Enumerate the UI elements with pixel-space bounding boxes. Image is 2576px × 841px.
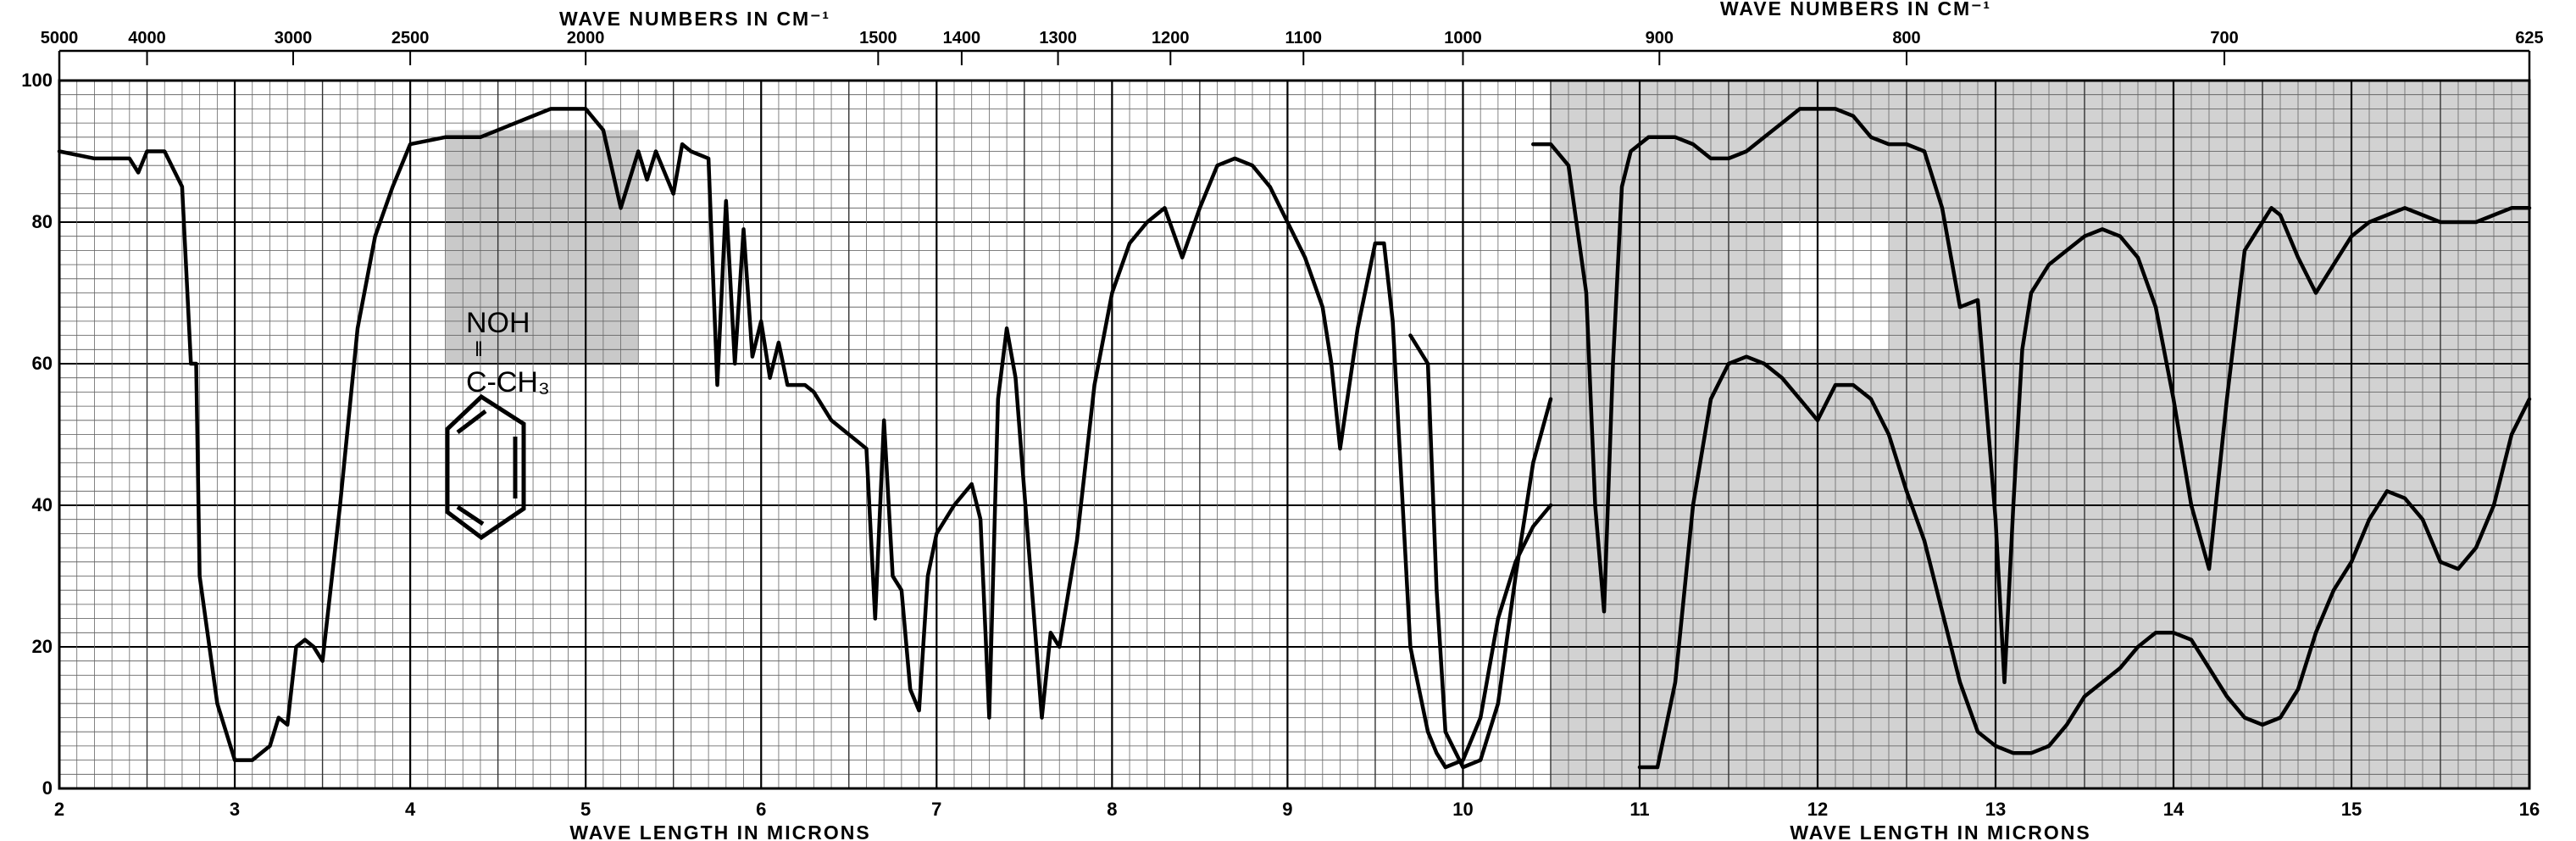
compound-formula-line2: ‖ <box>475 338 483 361</box>
top-tick-label: 1400 <box>943 29 981 47</box>
top-axis-title-right: WAVE NUMBERS IN CM⁻¹ <box>1720 0 1991 19</box>
x-tick-label: 5 <box>580 799 591 820</box>
compound-formula-line3: C-CH₃ <box>466 366 550 398</box>
top-tick-label: 700 <box>2210 29 2238 47</box>
top-tick-label: 1200 <box>1152 29 1190 47</box>
benzene-ring-icon <box>445 393 526 541</box>
shade-region <box>445 130 639 364</box>
x-tick-label: 13 <box>1985 799 2006 820</box>
series-line <box>1531 107 2532 685</box>
series-group <box>57 107 2532 770</box>
tick-labels: 2 3 4 5 6 7 8 9 10 11 12 13 14 15 16 0 20 40 60 80 100 5000 40… <box>21 29 2543 820</box>
top-tick-label: 1300 <box>1039 29 1077 47</box>
x-tick-label: 11 <box>1629 799 1649 820</box>
top-tick-label: 4000 <box>128 29 166 47</box>
x-tick-label: 7 <box>931 799 941 820</box>
top-axis-title-left: WAVE NUMBERS IN CM⁻¹ <box>559 8 830 30</box>
y-tick-label: 40 <box>32 494 53 515</box>
x-tick-label: 9 <box>1282 799 1292 820</box>
benzene-double-bond-c <box>456 504 485 526</box>
compound-formula-line1: NOH <box>466 307 530 339</box>
top-tick-label: 2500 <box>391 29 430 47</box>
x-tick-label: 2 <box>54 799 64 820</box>
y-tick-label: 80 <box>32 211 53 232</box>
bottom-axis-title-left: WAVE LENGTH IN MICRONS <box>569 822 870 841</box>
top-tick-label: 625 <box>2515 29 2543 47</box>
y-tick-label: 0 <box>42 777 53 799</box>
top-tick-label: 800 <box>1892 29 1920 47</box>
top-tick-label: 1500 <box>859 29 897 47</box>
series-line <box>57 107 1553 770</box>
top-tick-label: 2000 <box>567 29 605 47</box>
series-line <box>1408 333 1553 770</box>
bottom-axis-title-right: WAVE LENGTH IN MICRONS <box>1790 822 2090 841</box>
series-line <box>1637 354 2532 770</box>
plot-border <box>58 79 2531 790</box>
top-tick-label: 3000 <box>275 29 313 47</box>
compound-structure: NOH ‖ C-CH₃ <box>445 307 550 541</box>
x-tick-label: 16 <box>2519 799 2540 820</box>
y-tick-label: 100 <box>21 70 53 91</box>
x-tick-label: 12 <box>1807 799 1828 820</box>
y-tick-label: 20 <box>32 636 53 657</box>
top-tick-label: 1100 <box>1285 29 1322 47</box>
x-tick-label: 6 <box>756 799 766 820</box>
x-tick-label: 3 <box>230 799 240 820</box>
x-tick-label: 14 <box>2163 799 2185 820</box>
x-tick-label: 10 <box>1452 799 1473 820</box>
top-tick-label: 5000 <box>41 29 79 47</box>
top-tick-label: 1000 <box>1444 29 1482 47</box>
benzene-double-bond-a <box>456 409 487 434</box>
x-tick-label: 4 <box>405 799 416 820</box>
x-tick-label: 8 <box>1107 799 1117 820</box>
top-tick-label: 900 <box>1646 29 1674 47</box>
x-tick-label: 15 <box>2341 799 2362 820</box>
y-tick-label: 60 <box>32 353 53 374</box>
